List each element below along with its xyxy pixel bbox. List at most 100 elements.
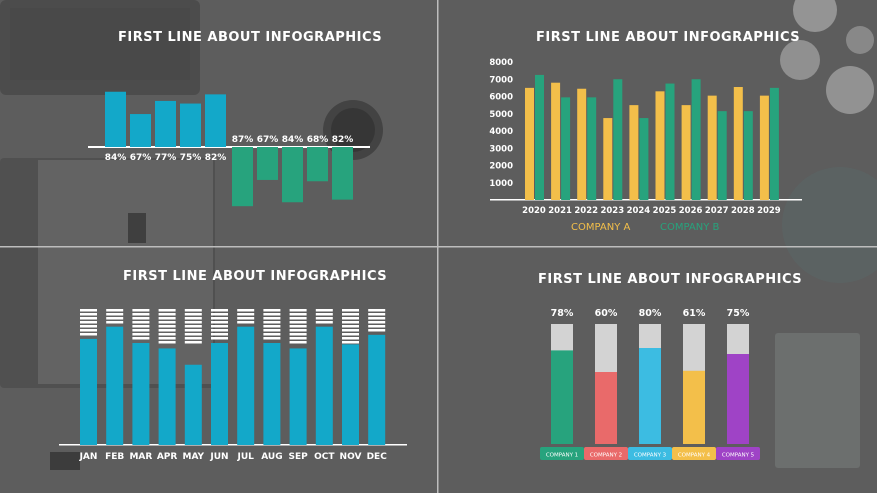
diverging-axis-line	[88, 146, 370, 148]
monthly-track-stripe	[263, 333, 281, 336]
diverging-bar-chart: 84% 67% 77% 75% 82%87% 67% 84% 68% 82%	[88, 91, 370, 207]
monthly-track-stripe	[368, 313, 386, 316]
progress-fill	[683, 370, 705, 444]
monthly-track-stripe	[289, 329, 307, 332]
diverging-up-label: 75%	[180, 153, 202, 163]
monthly-track-stripe	[211, 313, 228, 316]
progress-fill	[727, 354, 749, 444]
diverging-up-label: 84%	[105, 153, 127, 163]
monthly-track-stripe	[158, 333, 176, 336]
progress-category-label: COMPANY 2	[590, 453, 622, 459]
monthly-track-stripe	[184, 321, 202, 324]
monthly-xtick-label: JUN	[209, 452, 228, 462]
monthly-track-stripe	[80, 333, 97, 336]
monthly-track-stripe	[368, 329, 386, 332]
monthly-track-stripe	[184, 329, 202, 332]
monthly-track-stripe	[289, 333, 307, 336]
monthly-axis-line	[59, 444, 407, 446]
grouped-xtick-label: 2023	[600, 206, 624, 216]
monthly-track-stripe	[211, 321, 228, 324]
monthly-track-stripe	[80, 329, 97, 332]
monthly-bar	[342, 344, 359, 445]
monthly-xtick-label: APR	[157, 452, 178, 462]
diverging-down-label: 82%	[332, 135, 354, 145]
grouped-xtick-label: 2029	[757, 206, 781, 216]
monthly-bar	[80, 338, 97, 445]
grouped-bar	[681, 105, 691, 200]
monthly-track-stripe	[263, 313, 281, 316]
monthly-bar	[132, 343, 150, 445]
legend-company-a: COMPANY A	[571, 222, 630, 233]
monthly-track-stripe	[211, 329, 228, 332]
binder-clip-icon	[50, 213, 146, 470]
progress-category-tag	[672, 447, 716, 460]
grouped-xtick-label: 2027	[705, 206, 729, 216]
grouped-bar	[733, 87, 743, 200]
monthly-track-stripe	[368, 321, 386, 324]
monthly-track-stripe	[158, 321, 176, 324]
monthly-track-stripe	[132, 313, 150, 316]
diverging-down-bar	[282, 147, 303, 203]
monthly-track-stripe	[132, 337, 150, 340]
diverging-up-label: 82%	[205, 153, 227, 163]
diverging-down-bar	[307, 147, 328, 182]
monthly-xtick-label: MAR	[129, 452, 152, 462]
monthly-track-stripe	[342, 317, 359, 320]
monthly-track-stripe	[132, 325, 150, 328]
grouped-bar	[769, 87, 779, 200]
progress-value-label: 78%	[551, 308, 574, 319]
monthly-track-stripe	[211, 325, 228, 328]
monthly-track-stripe	[132, 333, 150, 336]
monthly-track-stripe	[80, 309, 97, 312]
monthly-track-stripe	[184, 333, 202, 336]
monthly-track-stripe	[132, 309, 150, 312]
small-notebook-icon	[775, 333, 860, 468]
monthly-track-stripe	[80, 325, 97, 328]
top-right-title: FIRST LINE ABOUT INFOGRAPHICS	[536, 30, 801, 45]
monthly-track-stripe	[184, 337, 202, 340]
monthly-bar	[237, 326, 255, 445]
grouped-ytick-label: 8000	[489, 58, 513, 68]
monthly-track-stripe	[289, 341, 307, 344]
monthly-xtick-label: SEP	[288, 452, 308, 462]
grouped-bar	[613, 79, 623, 200]
diverging-down-label: 67%	[257, 135, 279, 145]
diverging-down-label: 87%	[232, 135, 254, 145]
diverging-down-bar	[232, 147, 253, 207]
monthly-track-stripe	[368, 309, 386, 312]
monthly-xtick-label: NOV	[340, 452, 362, 462]
grouped-bar	[639, 118, 649, 200]
top-left-title: FIRST LINE ABOUT INFOGRAPHICS	[118, 30, 383, 45]
diverging-down-label: 68%	[307, 135, 329, 145]
monthly-track-stripe	[211, 309, 228, 312]
grouped-bar	[759, 95, 769, 200]
monthly-bar	[263, 343, 281, 445]
flowers-icon	[780, 0, 874, 114]
monthly-track-stripe	[211, 337, 228, 340]
monthly-track-stripe	[158, 337, 176, 340]
grouped-bar	[707, 95, 717, 200]
diverging-down-bar	[332, 147, 353, 200]
monthly-xtick-label: OCT	[314, 452, 335, 462]
grouped-bar	[587, 97, 597, 200]
monthly-track-stripe	[237, 309, 255, 312]
monthly-track-stripe	[211, 317, 228, 320]
grouped-bar	[561, 97, 571, 200]
monthly-track-stripe	[106, 321, 124, 324]
legend-company-b: COMPANY B	[660, 222, 719, 233]
monthly-track-stripe	[184, 313, 202, 316]
monthly-track-stripe	[342, 329, 359, 332]
diverging-up-bar	[105, 91, 126, 147]
grouped-ytick-label: 1000	[489, 179, 513, 189]
monthly-track-stripe	[158, 325, 176, 328]
monthly-track-stripe	[263, 329, 281, 332]
monthly-track-stripe	[132, 329, 150, 332]
monthly-track-stripe	[263, 321, 281, 324]
progress-category-tag	[628, 447, 672, 460]
progress-fill	[595, 372, 617, 444]
grouped-bar	[691, 79, 701, 200]
grouped-ytick-label: 7000	[489, 75, 513, 85]
grouped-bar	[717, 111, 727, 200]
monthly-track-stripe	[289, 317, 307, 320]
